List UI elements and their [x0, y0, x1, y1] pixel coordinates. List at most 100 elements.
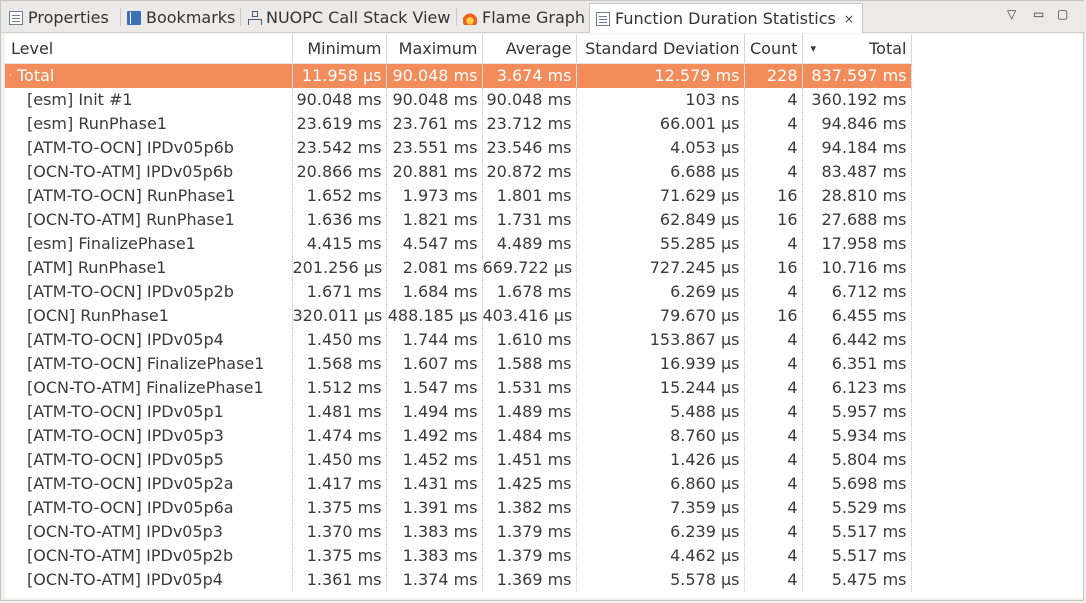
table-row[interactable]: [OCN-TO-ATM] FinalizePhase1 1.512 ms 1.547… — [5, 376, 912, 400]
cell-count: 4 — [744, 424, 803, 448]
tab-flame-graph[interactable]: Flame Graph — [457, 4, 589, 31]
cell-average: 1.379 ms — [482, 544, 577, 568]
cell-average: 1.425 ms — [482, 472, 577, 496]
cell-maximum: 1.452 ms — [386, 448, 483, 472]
table-row[interactable]: [OCN] RunPhase1 320.011 µs 488.185 µs 403.4… — [5, 304, 912, 328]
cell-maximum: 1.607 ms — [386, 352, 483, 376]
table-row-total[interactable]: · Total 11.958 µs 90.048 ms 3.674 ms 12.5… — [5, 63, 912, 88]
table-row[interactable]: [ATM] RunPhase1 201.256 µs 2.081 ms 669.722… — [5, 256, 912, 280]
cell-level: [esm] FinalizePhase1 — [5, 232, 293, 256]
cell-standard-deviation: 6.269 µs — [576, 280, 745, 304]
table-row[interactable]: [ATM-TO-OCN] IPDv05p6a 1.375 ms 1.391 ms 1.… — [5, 496, 912, 520]
table-row[interactable]: [OCN-TO-ATM] IPDv05p2b 1.375 ms 1.383 ms 1.… — [5, 544, 912, 568]
cell-standard-deviation: 71.629 µs — [576, 184, 745, 208]
cell-count: 4 — [744, 88, 803, 112]
table-row[interactable]: [OCN-TO-ATM] IPDv05p3 1.370 ms 1.383 ms 1.3… — [5, 520, 912, 544]
tab-separator — [456, 8, 457, 26]
column-header-count[interactable]: Count — [744, 34, 803, 64]
cell-total: 6.712 ms — [802, 280, 912, 304]
expander-icon[interactable]: · — [9, 71, 12, 81]
tab-function-duration-statistics[interactable]: Function Duration Statistics × — [589, 3, 863, 33]
minimize-icon[interactable]: ▭ — [1033, 7, 1045, 21]
cell-average: 1.489 ms — [482, 400, 577, 424]
tab-properties[interactable]: Properties — [3, 4, 113, 31]
view-menu-icon[interactable]: ▽ — [1007, 7, 1017, 21]
cell-average: 1.451 ms — [482, 448, 577, 472]
table-row[interactable]: [ATM-TO-OCN] IPDv05p4 1.450 ms 1.744 ms 1.6… — [5, 328, 912, 352]
cell-count: 4 — [744, 544, 803, 568]
cell-level: [OCN-TO-ATM] IPDv05p6b — [5, 160, 293, 184]
cell-minimum: 1.370 ms — [292, 520, 387, 544]
cell-standard-deviation: 6.239 µs — [576, 520, 745, 544]
cell-minimum: 1.636 ms — [292, 208, 387, 232]
tab-label: Flame Graph — [482, 8, 586, 27]
table-row[interactable]: [esm] Init #1 90.048 ms 90.048 ms 90.048 ms… — [5, 88, 912, 112]
cell-maximum: 90.048 ms — [386, 88, 483, 112]
cell-level: [ATM-TO-OCN] IPDv05p4 — [5, 328, 293, 352]
cell-total: 5.934 ms — [802, 424, 912, 448]
cell-maximum: 1.973 ms — [386, 184, 483, 208]
cell-average: 1.379 ms — [482, 520, 577, 544]
cell-standard-deviation: 5.488 µs — [576, 400, 745, 424]
cell-standard-deviation: 6.860 µs — [576, 472, 745, 496]
cell-minimum: 1.450 ms — [292, 448, 387, 472]
cell-minimum: 1.652 ms — [292, 184, 387, 208]
cell-count: 4 — [744, 160, 803, 184]
close-icon[interactable]: × — [843, 11, 854, 26]
column-header-level[interactable]: Level — [5, 34, 293, 64]
maximize-icon[interactable]: ▢ — [1057, 7, 1069, 21]
cell-maximum: 23.761 ms — [386, 112, 483, 136]
table-row[interactable]: [ATM-TO-OCN] IPDv05p1 1.481 ms 1.494 ms 1.4… — [5, 400, 912, 424]
table-row[interactable]: [ATM-TO-OCN] IPDv05p2a 1.417 ms 1.431 ms 1.… — [5, 472, 912, 496]
cell-standard-deviation: 12.579 ms — [576, 63, 745, 88]
table-row[interactable]: [OCN-TO-ATM] IPDv05p6b 20.866 ms 20.881 ms… — [5, 160, 912, 184]
cell-minimum: 1.375 ms — [292, 496, 387, 520]
cell-level: [ATM-TO-OCN] IPDv05p2b — [5, 280, 293, 304]
cell-count: 16 — [744, 256, 803, 280]
tab-label: Properties — [28, 8, 109, 27]
cell-standard-deviation: 4.053 µs — [576, 136, 745, 160]
table-row[interactable]: [ATM-TO-OCN] IPDv05p6b 23.542 ms 23.551 ms… — [5, 136, 912, 160]
tab-nuopc-call-stack[interactable]: NUOPC Call Stack View — [241, 4, 454, 31]
table-row[interactable]: [esm] FinalizePhase1 4.415 ms 4.547 ms 4.48… — [5, 232, 912, 256]
cell-level: [ATM-TO-OCN] IPDv05p6b — [5, 136, 293, 160]
view-tab-bar: Properties Bookmarks NUOPC Call Stack Vi… — [1, 1, 1085, 33]
table-row[interactable]: [ATM-TO-OCN] RunPhase1 1.652 ms 1.973 ms 1.… — [5, 184, 912, 208]
properties-icon — [9, 10, 23, 25]
cell-total: 10.716 ms — [802, 256, 912, 280]
cell-standard-deviation: 7.359 µs — [576, 496, 745, 520]
statistics-table-container[interactable]: Level Minimum Maximum Average Standard D… — [5, 34, 1083, 598]
cell-maximum: 1.431 ms — [386, 472, 483, 496]
table-row[interactable]: [ATM-TO-OCN] FinalizePhase1 1.568 ms 1.607… — [5, 352, 912, 376]
cell-count: 4 — [744, 280, 803, 304]
cell-level: [OCN-TO-ATM] FinalizePhase1 — [5, 376, 293, 400]
table-row[interactable]: [OCN-TO-ATM] IPDv05p4 1.361 ms 1.374 ms 1.3… — [5, 568, 912, 592]
tab-bookmarks[interactable]: Bookmarks — [121, 4, 239, 31]
table-row[interactable]: [esm] RunPhase1 23.619 ms 23.761 ms 23.712 … — [5, 112, 912, 136]
table-row[interactable]: [ATM-TO-OCN] IPDv05p2b 1.671 ms 1.684 ms 1.… — [5, 280, 912, 304]
table-row[interactable]: [ATM-TO-OCN] IPDv05p3 1.474 ms 1.492 ms 1.4… — [5, 424, 912, 448]
column-header-average[interactable]: Average — [482, 34, 577, 64]
table-row[interactable]: [ATM-TO-OCN] IPDv05p5 1.450 ms 1.452 ms 1.4… — [5, 448, 912, 472]
cell-average: 1.531 ms — [482, 376, 577, 400]
cell-minimum: 1.474 ms — [292, 424, 387, 448]
cell-average: 23.546 ms — [482, 136, 577, 160]
cell-maximum: 4.547 ms — [386, 232, 483, 256]
cell-maximum: 20.881 ms — [386, 160, 483, 184]
cell-standard-deviation: 15.244 µs — [576, 376, 745, 400]
table-row[interactable]: [OCN-TO-ATM] RunPhase1 1.636 ms 1.821 ms 1.… — [5, 208, 912, 232]
cell-average: 1.588 ms — [482, 352, 577, 376]
column-header-total-label: Total — [869, 39, 907, 58]
column-header-minimum[interactable]: Minimum — [292, 34, 387, 64]
tab-label: Function Duration Statistics — [615, 9, 836, 28]
column-header-standard-deviation[interactable]: Standard Deviation — [576, 34, 745, 64]
cell-minimum: 1.450 ms — [292, 328, 387, 352]
cell-level: [OCN-TO-ATM] RunPhase1 — [5, 208, 293, 232]
cell-maximum: 2.081 ms — [386, 256, 483, 280]
bookmarks-icon — [127, 10, 141, 25]
column-header-maximum[interactable]: Maximum — [386, 34, 483, 64]
cell-standard-deviation: 6.688 µs — [576, 160, 745, 184]
column-header-total[interactable]: ▾ Total — [802, 34, 912, 64]
cell-count: 4 — [744, 352, 803, 376]
